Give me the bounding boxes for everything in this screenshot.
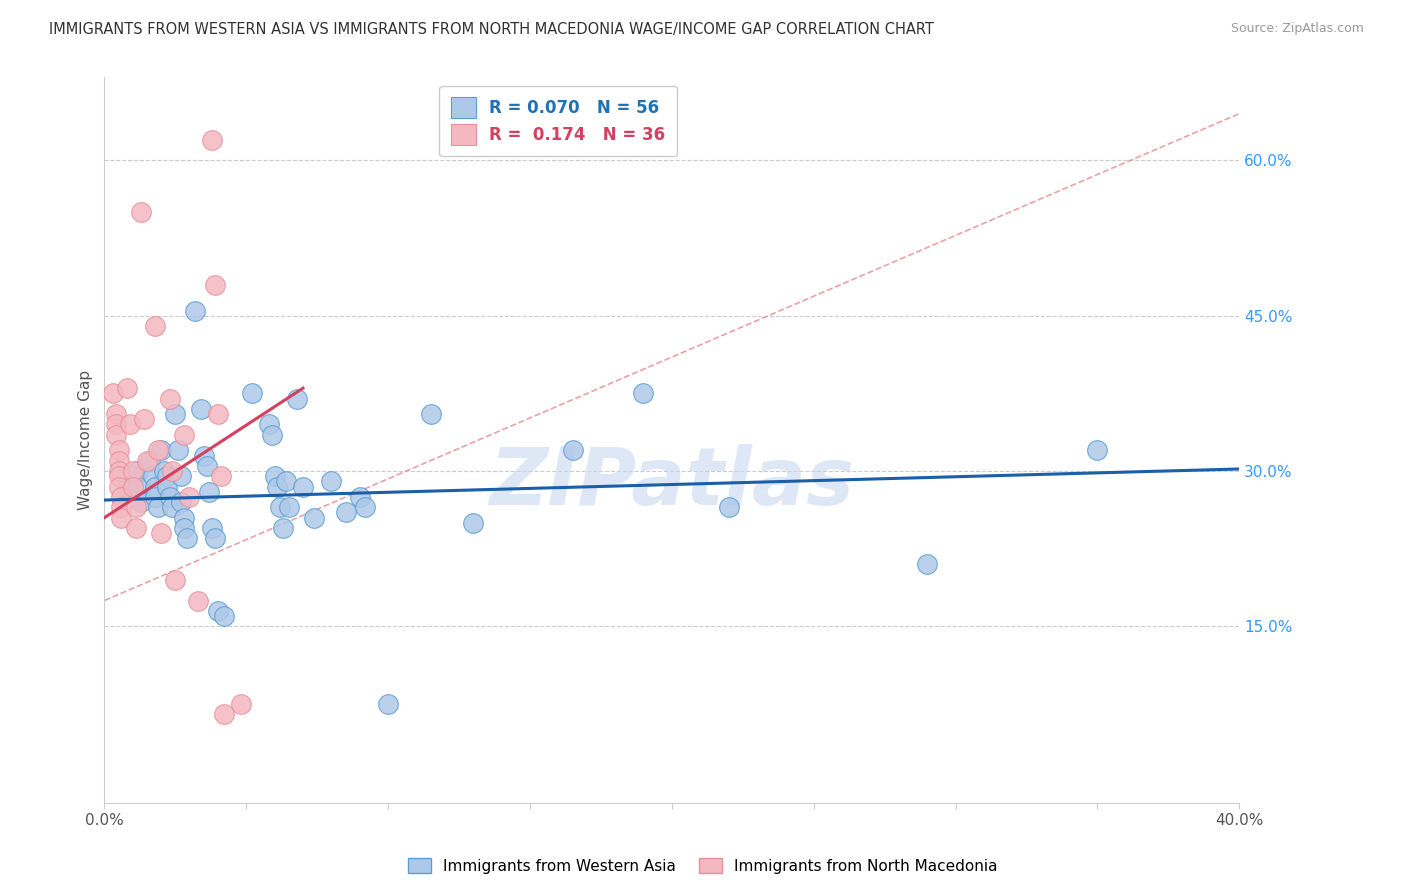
Point (121, 480, 143, 494)
Point (121, 464, 143, 478)
Point (212, 609, 235, 624)
Point (107, 464, 129, 478)
Point (207, 407, 229, 421)
Point (127, 480, 149, 494)
Point (419, 407, 441, 421)
Point (132, 412, 155, 426)
Point (104, 427, 127, 442)
Point (101, 386, 124, 401)
Point (145, 490, 167, 504)
Point (115, 480, 138, 494)
Point (156, 480, 179, 494)
Point (162, 500, 184, 515)
Point (145, 319, 167, 334)
Point (463, 516, 485, 530)
Point (159, 392, 181, 406)
Point (159, 490, 181, 504)
Point (260, 427, 283, 442)
Point (148, 443, 170, 458)
Point (107, 443, 129, 458)
Point (107, 480, 129, 494)
Point (136, 453, 159, 467)
Point (142, 469, 165, 483)
Point (127, 464, 149, 478)
Point (354, 500, 377, 515)
Legend: R = 0.070   N = 56, R =  0.174   N = 36: R = 0.070 N = 56, R = 0.174 N = 36 (440, 86, 678, 156)
Point (129, 495, 152, 509)
Point (201, 132, 224, 146)
Point (170, 495, 193, 509)
Point (193, 449, 215, 463)
Point (266, 480, 288, 494)
Point (263, 469, 285, 483)
Point (291, 480, 314, 494)
Point (110, 490, 132, 504)
Point (153, 464, 176, 478)
Point (184, 303, 207, 318)
Point (115, 381, 138, 395)
Point (173, 427, 195, 442)
Point (156, 469, 179, 483)
Point (240, 386, 263, 401)
Point (304, 510, 326, 524)
Point (269, 500, 291, 515)
Point (335, 506, 357, 520)
Point (207, 604, 229, 618)
Point (201, 521, 224, 535)
Point (118, 417, 141, 432)
Point (277, 500, 299, 515)
Point (162, 464, 184, 478)
Point (165, 407, 187, 421)
Point (229, 697, 252, 711)
Point (285, 392, 308, 406)
Point (124, 500, 146, 515)
Point (561, 443, 583, 458)
Point (257, 417, 280, 432)
Point (150, 443, 173, 458)
Point (212, 707, 235, 722)
Point (187, 593, 209, 607)
Point (190, 401, 212, 416)
Point (176, 532, 198, 546)
Point (150, 526, 173, 541)
Point (139, 453, 162, 467)
Point (129, 205, 152, 219)
Point (110, 510, 132, 524)
Point (321, 475, 343, 489)
Point (195, 458, 218, 473)
Point (104, 407, 127, 421)
Y-axis label: Wage/Income Gap: Wage/Income Gap (79, 370, 93, 510)
Point (110, 500, 132, 515)
Point (1085, 443, 1108, 458)
Text: IMMIGRANTS FROM WESTERN ASIA VS IMMIGRANTS FROM NORTH MACEDONIA WAGE/INCOME GAP : IMMIGRANTS FROM WESTERN ASIA VS IMMIGRAN… (49, 22, 934, 37)
Point (145, 480, 167, 494)
Point (204, 532, 226, 546)
Point (124, 521, 146, 535)
Point (121, 475, 143, 489)
Text: Source: ZipAtlas.com: Source: ZipAtlas.com (1230, 22, 1364, 36)
Legend: Immigrants from Western Asia, Immigrants from North Macedonia: Immigrants from Western Asia, Immigrants… (402, 852, 1004, 880)
Point (204, 277, 226, 292)
Text: ZIPatlas: ZIPatlas (489, 444, 855, 523)
Point (717, 500, 740, 515)
Point (179, 490, 201, 504)
Point (107, 453, 129, 467)
Point (107, 469, 129, 483)
Point (167, 443, 190, 458)
Point (198, 484, 221, 499)
Point (349, 490, 371, 504)
Point (209, 469, 232, 483)
Point (271, 521, 294, 535)
Point (274, 475, 297, 489)
Point (170, 469, 193, 483)
Point (173, 510, 195, 524)
Point (915, 558, 938, 572)
Point (148, 500, 170, 515)
Point (377, 697, 399, 711)
Point (165, 573, 187, 587)
Point (104, 417, 127, 432)
Point (173, 521, 195, 535)
Point (633, 386, 655, 401)
